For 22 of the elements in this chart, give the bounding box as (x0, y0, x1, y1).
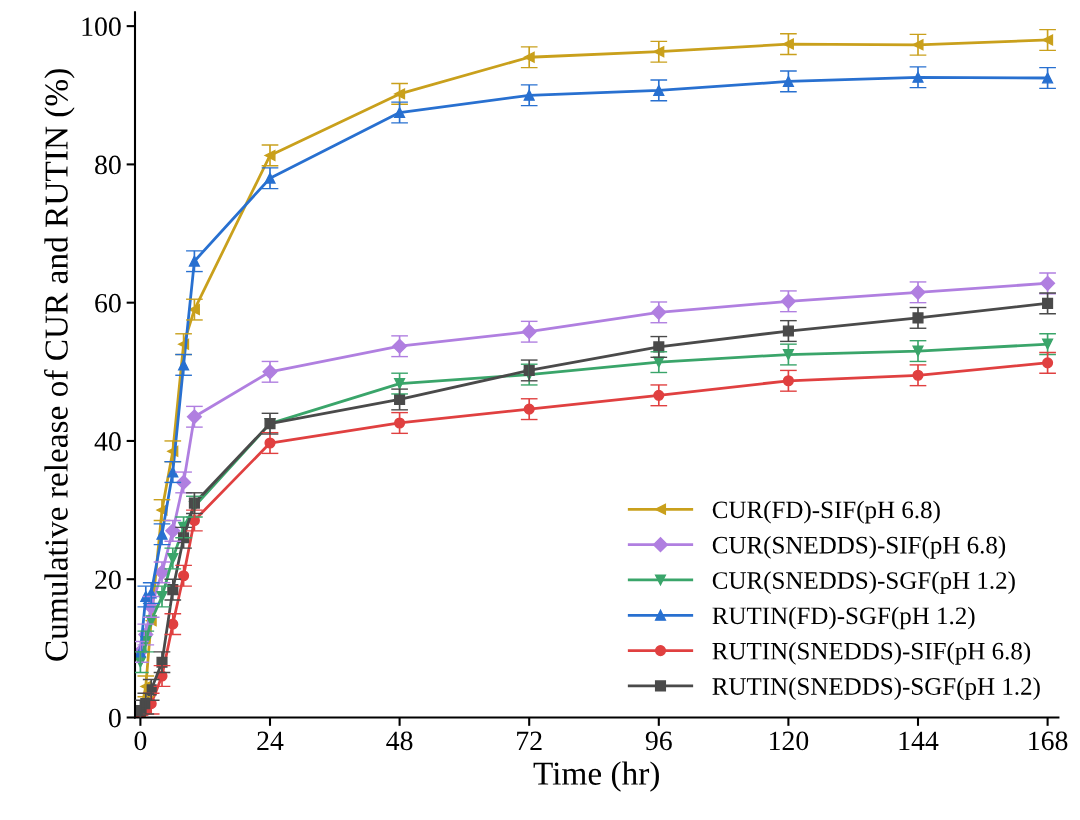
y-tick-label: 100 (82, 17, 121, 37)
x-tick-label: 24 (257, 731, 284, 750)
x-tick-label: 96 (645, 731, 672, 751)
y-tick-label: 0 (108, 708, 121, 728)
y-tick-label: 40 (94, 432, 121, 451)
x-tick-label: 144 (899, 731, 939, 750)
legend-label: RUTIN(FD)-SGF(pH 1.2) (712, 606, 975, 630)
x-axis-title: Time (hr) (533, 761, 659, 792)
y-tick-label: 20 (95, 570, 121, 590)
x-tick-label: 72 (517, 731, 542, 750)
legend-label: RUTIN(SNEDDS)-SGF(pH 1.2) (712, 677, 1040, 700)
x-tick-label: 48 (386, 731, 413, 751)
x-tick-label: 0 (134, 731, 147, 751)
x-tick-label: 168 (1029, 731, 1068, 751)
y-tick-label: 60 (95, 293, 121, 313)
x-tick-label: 120 (770, 731, 809, 751)
y-axis-title: Cumulative release of CUR and RUTIN (%) (44, 69, 75, 661)
legend-label: CUR(SNEDDS)-SGF(pH 1.2) (712, 571, 1015, 595)
legend-label: CUR(SNEDDS)-SIF(pH 6.8) (712, 536, 1006, 559)
legend-label: CUR(FD)-SIF(pH 6.8) (712, 500, 940, 524)
y-tick-label: 80 (95, 155, 121, 175)
legend-label: RUTIN(SNEDDS)-SIF(pH 6.8) (712, 642, 1031, 665)
